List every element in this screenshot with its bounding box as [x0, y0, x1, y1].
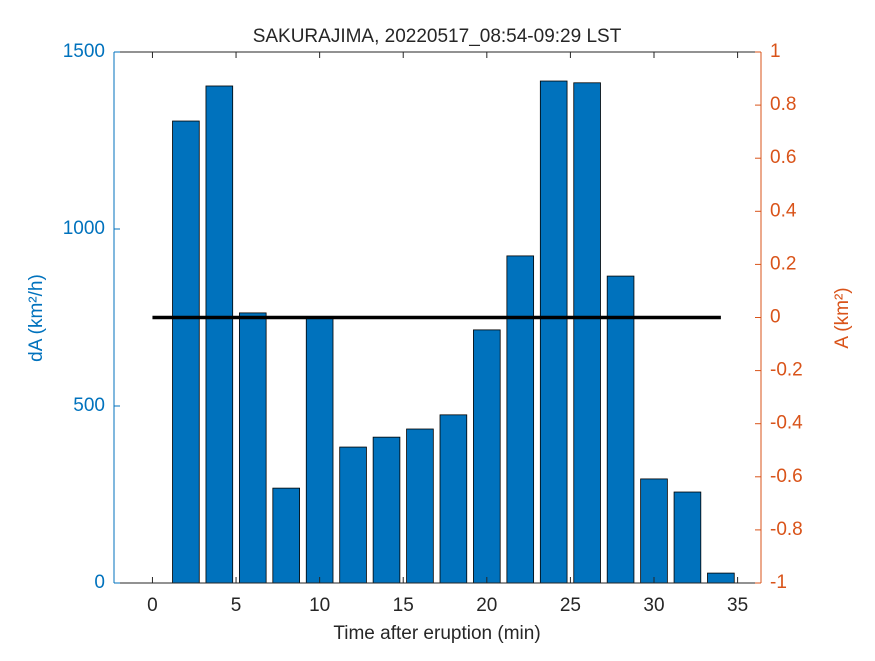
x-tick-label: 0	[147, 595, 158, 616]
chart-title: SAKURAJIMA, 20220517_08:54-09:29 LST	[253, 26, 622, 47]
x-tick-label: 25	[560, 595, 581, 616]
x-tick-label: 15	[393, 595, 414, 616]
y2-tick-label: 0.6	[770, 147, 796, 168]
y-axis-label: dA (km²/h)	[26, 274, 47, 362]
bar	[372, 436, 401, 584]
x-tick-label: 10	[309, 595, 330, 616]
bar	[539, 80, 568, 584]
bar	[673, 491, 702, 584]
bar	[606, 275, 635, 584]
y2-tick-label: -0.6	[770, 466, 803, 487]
bar	[272, 487, 300, 584]
bar	[439, 414, 468, 584]
y2-tick-label: -0.8	[770, 519, 803, 540]
bar	[238, 312, 267, 584]
bar	[339, 446, 367, 584]
y-tick-label: 0	[94, 572, 105, 593]
bar	[640, 478, 668, 584]
y2-tick-label: -0.2	[770, 360, 803, 381]
x-axis-label: Time after eruption (min)	[333, 623, 540, 644]
y-tick-label: 1000	[63, 218, 105, 239]
y2-tick-label: 0.4	[770, 200, 797, 221]
bar	[573, 82, 601, 584]
x-tick-label: 20	[476, 595, 497, 616]
y2-tick-label: -1	[770, 572, 787, 593]
y-tick-label: 500	[73, 395, 105, 416]
x-tick-label: 30	[643, 595, 664, 616]
y2-tick-label: 1	[770, 41, 781, 62]
y2-tick-label: 0.8	[770, 94, 796, 115]
y-tick-label: 1500	[63, 41, 105, 62]
y2-tick-label: 0.2	[770, 253, 796, 274]
bar	[406, 428, 434, 584]
bar	[305, 317, 334, 584]
bar	[473, 329, 501, 584]
bar	[205, 85, 234, 584]
y2-tick-label: -0.4	[770, 413, 803, 434]
y2-axis-label: A (km²)	[832, 287, 853, 348]
bar	[707, 572, 735, 584]
bar	[506, 255, 535, 584]
bar	[172, 120, 200, 584]
x-tick-label: 5	[231, 595, 242, 616]
y2-tick-label: 0	[770, 307, 781, 328]
x-tick-label: 35	[727, 595, 748, 616]
